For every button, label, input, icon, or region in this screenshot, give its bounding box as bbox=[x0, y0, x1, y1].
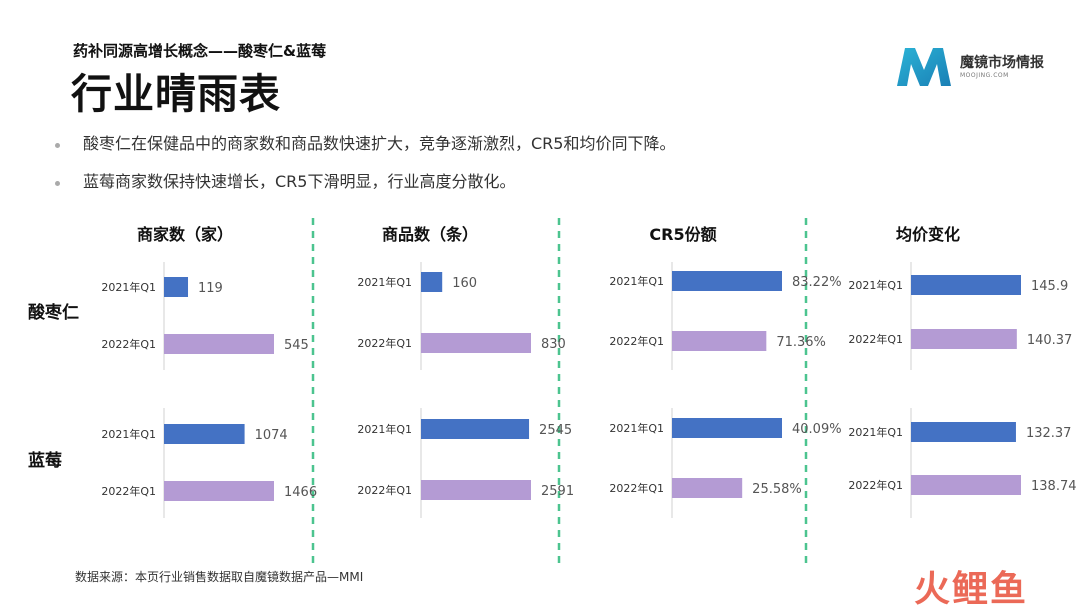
bar bbox=[672, 331, 767, 351]
category-label: 2022年Q1 bbox=[848, 332, 903, 346]
brand-logo bbox=[893, 42, 1058, 92]
category-label: 2021年Q1 bbox=[848, 278, 903, 292]
bar bbox=[911, 422, 1016, 442]
category-label: 2021年Q1 bbox=[101, 427, 156, 441]
summary-bullets: 酸枣仁在保健品中的商家数和商品数快速扩大，竞争逐渐激烈，CR5和均价同下降。 蓝… bbox=[55, 132, 675, 208]
chart-title: 均价变化 bbox=[896, 225, 960, 244]
chart-title: 商品数（条） bbox=[382, 225, 478, 244]
page-subtitle: 药补同源高增长概念——酸枣仁&蓝莓 bbox=[73, 42, 327, 60]
bullet-item: 蓝莓商家数保持快速增长，CR5下滑明显，行业高度分散化。 bbox=[55, 170, 675, 208]
bullet-text: 酸枣仁在保健品中的商家数和商品数快速扩大，竞争逐渐激烈，CR5和均价同下降。 bbox=[83, 134, 676, 153]
data-label: 138.74 bbox=[1031, 479, 1077, 494]
bar bbox=[164, 424, 245, 444]
bar bbox=[911, 275, 1021, 295]
data-label: 119 bbox=[198, 281, 223, 296]
data-label: 1466 bbox=[284, 485, 317, 500]
category-label: 2022年Q1 bbox=[357, 336, 412, 350]
source-note: 数据来源：本页行业销售数据取自魔镜数据产品—MMI bbox=[75, 570, 364, 584]
bar bbox=[164, 481, 274, 501]
bar bbox=[421, 419, 530, 439]
bar bbox=[672, 418, 782, 438]
bar bbox=[911, 475, 1021, 495]
data-label: 140.37 bbox=[1027, 333, 1073, 348]
bar bbox=[672, 271, 782, 291]
bullet-text: 蓝莓商家数保持快速增长，CR5下滑明显，行业高度分散化。 bbox=[83, 172, 516, 191]
data-label: 2591 bbox=[541, 484, 574, 499]
category-label: 2022年Q1 bbox=[101, 337, 156, 351]
logo-name: 魔镜市场情报 bbox=[960, 55, 1044, 71]
category-label: 2021年Q1 bbox=[609, 274, 664, 288]
category-label: 2021年Q1 bbox=[357, 422, 412, 436]
data-label: 132.37 bbox=[1026, 426, 1072, 441]
bar bbox=[421, 333, 531, 353]
bar bbox=[164, 277, 189, 297]
bullet-dot-icon bbox=[55, 181, 60, 186]
data-label: 1074 bbox=[255, 428, 288, 443]
category-label: 2021年Q1 bbox=[609, 421, 664, 435]
data-label: 160 bbox=[452, 276, 477, 291]
watermark-logo: 火鲤鱼 bbox=[914, 569, 1029, 610]
bullet-dot-icon bbox=[55, 143, 60, 148]
data-label: 145.9 bbox=[1031, 279, 1068, 294]
data-label: 2545 bbox=[539, 423, 572, 438]
data-label: 25.58% bbox=[752, 482, 802, 497]
logo-m-icon bbox=[897, 48, 951, 86]
data-label: 83.22% bbox=[792, 275, 842, 290]
data-label: 40.09% bbox=[792, 422, 842, 437]
category-label: 2021年Q1 bbox=[848, 425, 903, 439]
logo-subtext: MOOJING.COM bbox=[960, 72, 1009, 79]
category-label: 2022年Q1 bbox=[101, 484, 156, 498]
category-label: 2021年Q1 bbox=[357, 275, 412, 289]
category-label: 2022年Q1 bbox=[357, 483, 412, 497]
bar bbox=[164, 334, 274, 354]
category-label: 2022年Q1 bbox=[848, 478, 903, 492]
chart-title: CR5份额 bbox=[649, 225, 716, 244]
category-label: 2022年Q1 bbox=[609, 334, 664, 348]
row-label: 酸枣仁 bbox=[28, 302, 79, 323]
bar bbox=[672, 478, 743, 498]
bar bbox=[421, 272, 443, 292]
bullet-item: 酸枣仁在保健品中的商家数和商品数快速扩大，竞争逐渐激烈，CR5和均价同下降。 bbox=[55, 132, 675, 170]
data-label: 71.36% bbox=[776, 335, 826, 350]
chart-title: 商家数（家） bbox=[137, 225, 233, 244]
bar bbox=[911, 329, 1017, 349]
data-label: 545 bbox=[284, 338, 309, 353]
category-label: 2021年Q1 bbox=[101, 280, 156, 294]
data-label: 830 bbox=[541, 337, 566, 352]
bar bbox=[421, 480, 531, 500]
category-label: 2022年Q1 bbox=[609, 481, 664, 495]
row-label: 蓝莓 bbox=[28, 451, 62, 471]
page-title: 行业晴雨表 bbox=[71, 70, 281, 118]
